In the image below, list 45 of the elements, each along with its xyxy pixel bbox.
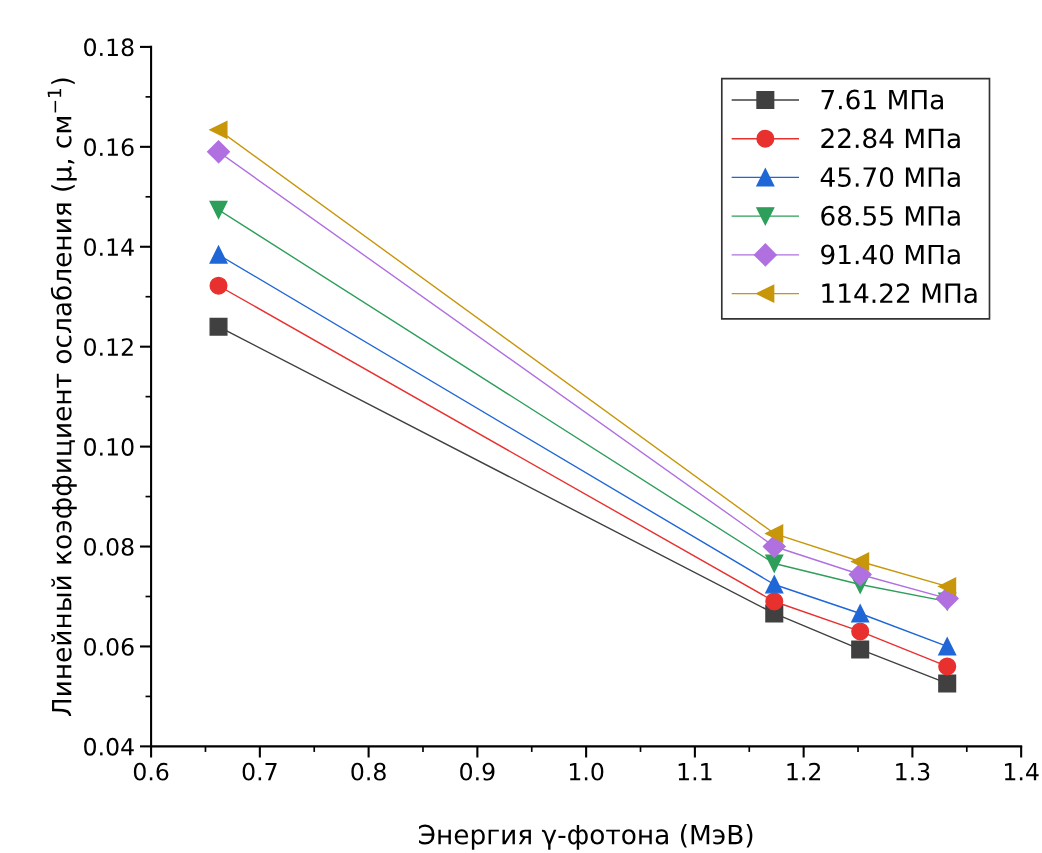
point <box>938 674 957 693</box>
point <box>938 637 957 656</box>
x-axis-title: Энергия γ-фотона (МэВ) <box>419 824 753 850</box>
point <box>765 524 784 543</box>
x-tick-label: 1.0 <box>569 762 604 781</box>
y-axis-title: Линейный коэффициент ослабления (μ, см$^{−1}$) <box>47 78 77 717</box>
point <box>765 554 784 573</box>
legend-label: 7.61 МПа <box>821 89 943 110</box>
point <box>851 604 870 623</box>
point <box>209 245 228 264</box>
y-tick-label: 0.10 <box>84 438 134 456</box>
x-tick-label: 1.1 <box>678 763 712 781</box>
point <box>207 140 231 164</box>
y-tick-label: 0.18 <box>84 38 134 57</box>
legend-label: 91.40 МПа <box>821 244 960 265</box>
legend-label: 114.22 МПа <box>822 283 977 304</box>
point <box>762 535 786 559</box>
point <box>851 622 870 641</box>
y-tick-label: 0.12 <box>84 338 133 356</box>
x-tick-label: 1.4 <box>1004 763 1039 781</box>
y-tick-label: 0.14 <box>84 238 134 257</box>
y-tick-label: 0.04 <box>84 737 134 756</box>
point <box>938 657 957 676</box>
point <box>848 563 872 587</box>
y-tick-label: 0.16 <box>84 138 134 157</box>
point <box>938 577 957 596</box>
x-tick-label: 1.2 <box>787 762 821 781</box>
point <box>765 575 784 594</box>
point <box>765 592 784 611</box>
x-tick-label: 0.6 <box>133 762 169 781</box>
x-tick-label: 0.9 <box>460 762 495 781</box>
y-tick-label: 0.08 <box>84 537 134 556</box>
legend-label: 22.84 МПа <box>821 128 960 149</box>
x-tick-label: 1.3 <box>896 762 930 781</box>
legend-label: 45.70 МПа <box>820 167 960 188</box>
x-tick-label: 0.7 <box>242 762 277 781</box>
point <box>851 552 870 571</box>
point <box>209 200 228 219</box>
y-tick-label: 0.06 <box>84 637 134 656</box>
legend-label: 68.55 МПа <box>821 205 960 226</box>
x-tick-label: 0.8 <box>351 762 386 781</box>
point <box>209 317 228 336</box>
point <box>209 120 228 139</box>
point <box>209 276 228 295</box>
point <box>851 640 870 659</box>
